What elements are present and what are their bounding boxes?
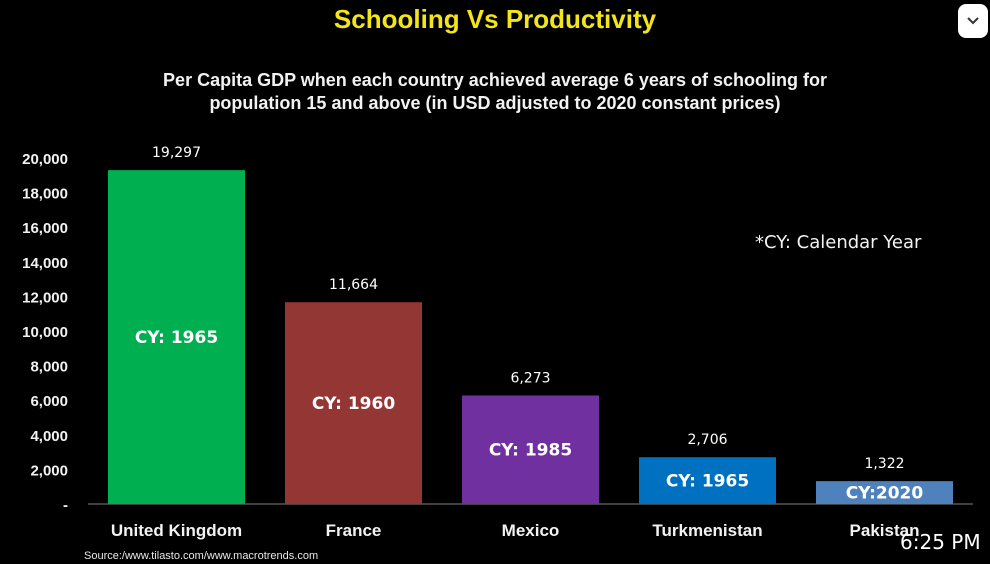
y-tick-label: 2,000 bbox=[30, 462, 68, 479]
chart-subtitle: Per Capita GDP when each country achieve… bbox=[80, 69, 910, 115]
y-tick-label: 18,000 bbox=[22, 186, 68, 203]
data-label: 19,297 bbox=[152, 145, 201, 161]
data-label: 1,322 bbox=[864, 456, 904, 472]
chevron-down-icon bbox=[967, 17, 979, 25]
data-label: 11,664 bbox=[329, 277, 378, 293]
chart-title: Schooling Vs Productivity bbox=[333, 4, 657, 34]
y-tick-label: 8,000 bbox=[30, 359, 68, 376]
y-tick-label: 6,000 bbox=[30, 393, 68, 410]
collapse-button[interactable] bbox=[958, 4, 988, 38]
x-tick-label: Mexico bbox=[502, 521, 560, 540]
y-tick-label: 20,000 bbox=[22, 151, 68, 168]
y-tick-label: 4,000 bbox=[30, 428, 68, 445]
x-tick-label: Turkmenistan bbox=[652, 521, 762, 540]
subtitle-line-1: Per Capita GDP when each country achieve… bbox=[163, 70, 827, 90]
subtitle-line-2: population 15 and above (in USD adjusted… bbox=[209, 93, 781, 113]
x-tick-label: Pakistan bbox=[850, 521, 920, 540]
data-label: 2,706 bbox=[687, 432, 727, 448]
y-tick-label: - bbox=[63, 497, 68, 514]
bar-label: CY: 1965 bbox=[135, 328, 218, 348]
bar-label: CY: 1985 bbox=[489, 441, 572, 461]
calendar-year-note: *CY: Calendar Year bbox=[755, 232, 922, 253]
bar bbox=[108, 170, 245, 504]
x-tick-label: France bbox=[326, 521, 382, 540]
bar-label: CY: 1960 bbox=[312, 394, 396, 414]
bar-label: CY:2020 bbox=[846, 484, 924, 504]
y-tick-label: 12,000 bbox=[22, 289, 68, 306]
y-tick-label: 16,000 bbox=[22, 220, 68, 237]
data-label: 6,273 bbox=[510, 370, 550, 386]
bar bbox=[285, 302, 422, 504]
x-tick-label: United Kingdom bbox=[111, 521, 242, 540]
bar bbox=[639, 457, 776, 504]
status-time: 6:25 PM bbox=[900, 530, 981, 554]
bar bbox=[462, 395, 599, 504]
y-tick-label: 14,000 bbox=[22, 255, 68, 272]
bar-label: CY: 1965 bbox=[666, 472, 749, 492]
bar bbox=[816, 481, 953, 504]
source-note: Source:/www.tilasto.com/www.macrotrends.… bbox=[84, 550, 319, 562]
y-tick-label: 10,000 bbox=[22, 324, 68, 341]
